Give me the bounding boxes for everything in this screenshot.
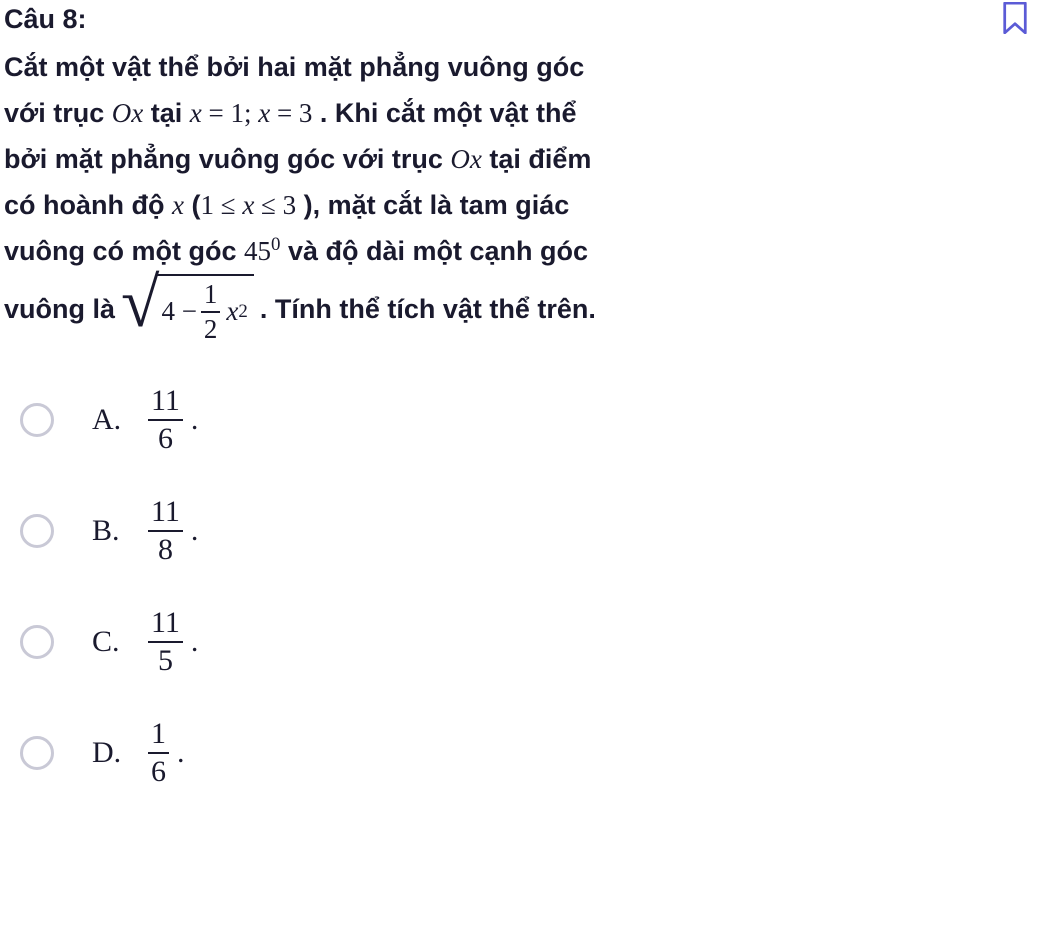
option-value: 1 6 . — [144, 718, 185, 787]
option-letter: C. — [92, 625, 128, 659]
option-a[interactable]: A. 11 6 . — [20, 385, 708, 454]
question-line-2: với trục OOxx tại x = 1; x = 3 . Khi cắt… — [4, 91, 708, 137]
question-line-1: Cắt một vật thể bởi hai mặt phẳng vuông … — [4, 45, 708, 91]
math-range: 1 ≤ x ≤ 3 — [200, 190, 296, 220]
question-number: Câu 8: — [4, 4, 87, 35]
radio-icon[interactable] — [20, 403, 54, 437]
math-45deg: 450 — [244, 236, 280, 266]
math-ox-2: Ox — [450, 144, 481, 174]
radio-icon[interactable] — [20, 625, 54, 659]
bookmark-icon[interactable] — [1001, 2, 1029, 34]
option-d[interactable]: D. 1 6 . — [20, 718, 708, 787]
question-container: Câu 8: Cắt một vật thể bởi hai mặt phẳng… — [0, 0, 720, 849]
option-letter: D. — [92, 736, 128, 770]
math-ox-1: OOxx — [112, 98, 143, 128]
option-c[interactable]: C. 11 5 . — [20, 607, 708, 676]
radio-icon[interactable] — [20, 514, 54, 548]
question-line-3: bởi mặt phẳng vuông góc với trục Ox tại … — [4, 137, 708, 183]
option-value: 11 5 . — [144, 607, 198, 676]
radio-icon[interactable] — [20, 736, 54, 770]
option-letter: A. — [92, 403, 128, 437]
option-value: 11 6 . — [144, 385, 198, 454]
option-b[interactable]: B. 11 8 . — [20, 496, 708, 565]
math-frac-half: 1 2 — [201, 280, 221, 343]
question-line-6: vuông là √ 4 − 1 2 x2 . Tính thể tích vậ… — [4, 274, 708, 345]
math-x-eq: x = 1; x = 3 — [190, 98, 313, 128]
option-letter: B. — [92, 514, 128, 548]
math-x: x — [172, 190, 184, 220]
question-line-5: vuông có một góc 450 và độ dài một cạnh … — [4, 229, 708, 275]
math-sqrt: √ 4 − 1 2 x2 — [121, 274, 254, 345]
sqrt-icon: √ — [121, 283, 159, 325]
option-value: 11 8 . — [144, 496, 198, 565]
question-text: Cắt một vật thể bởi hai mặt phẳng vuông … — [4, 45, 708, 345]
options-list: A. 11 6 . B. 11 8 . C. — [4, 385, 708, 787]
question-line-4: có hoành độ x (1 ≤ x ≤ 3 ), mặt cắt là t… — [4, 183, 708, 229]
